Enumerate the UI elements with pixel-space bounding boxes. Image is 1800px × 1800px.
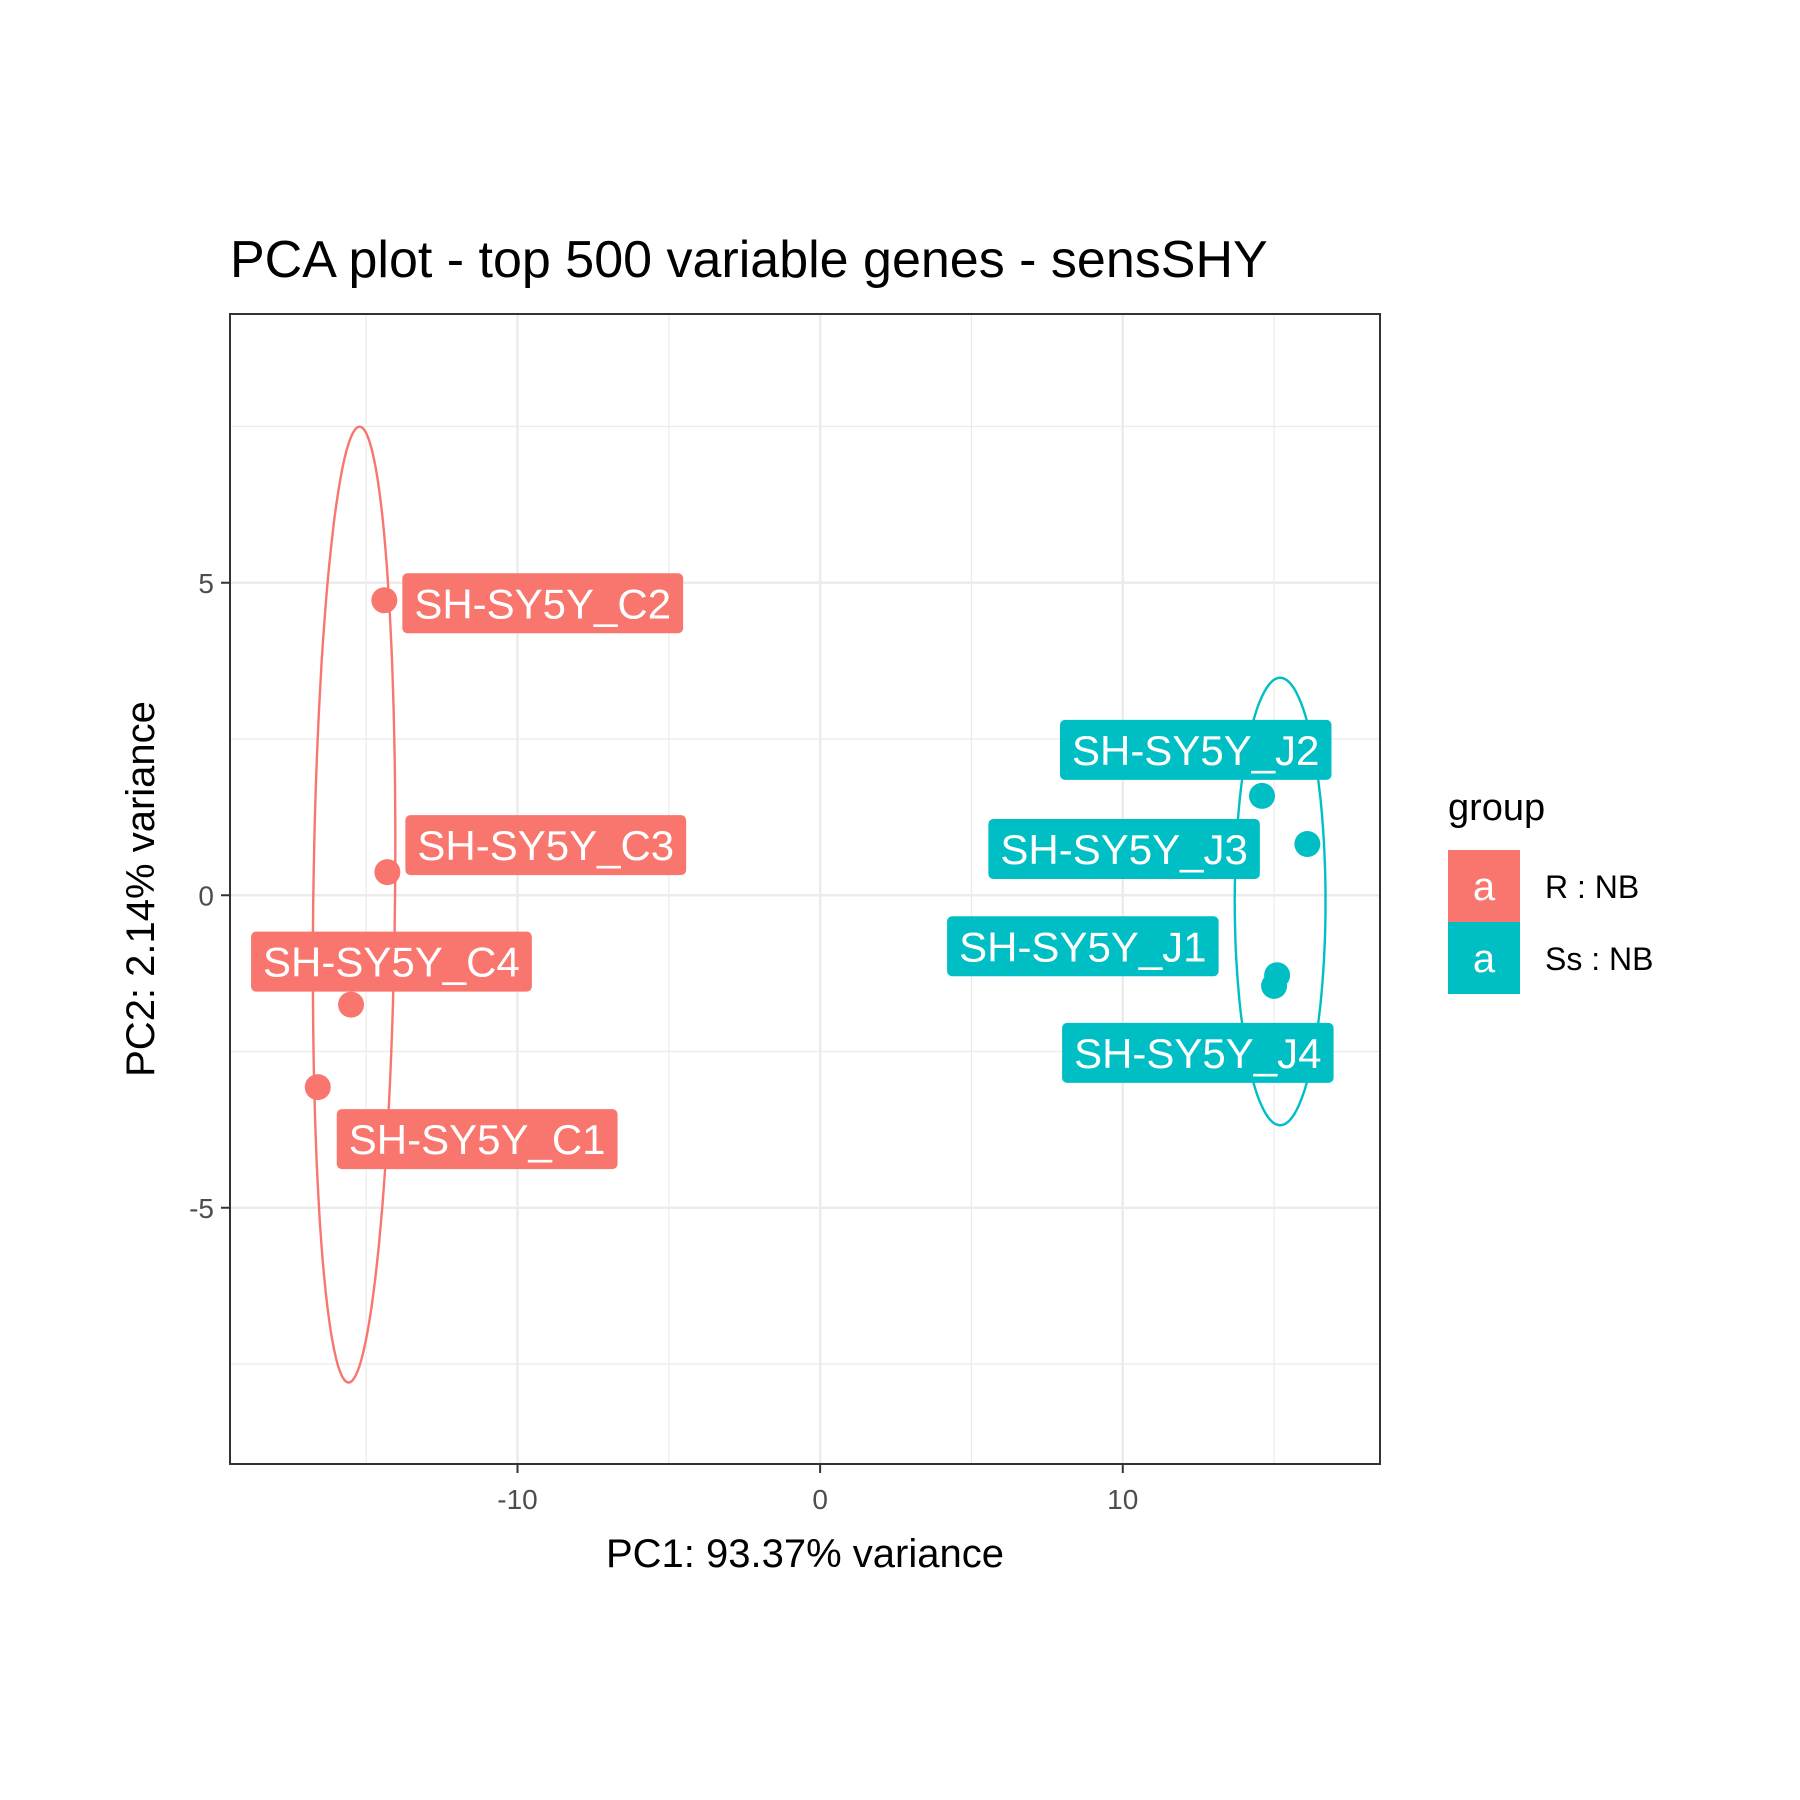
data-points: [304, 587, 1321, 1101]
point-label-sh-sy5y_c4: SH-SY5Y_C4: [251, 931, 532, 992]
legend-item-ss-nb: a Ss : NB: [1448, 922, 1653, 994]
data-point-sh-sy5y_c3: [374, 859, 401, 886]
y-tick-label: 5: [198, 568, 214, 599]
point-label-sh-sy5y_j2: SH-SY5Y_J2: [1059, 719, 1332, 780]
data-point-sh-sy5y_c2: [371, 587, 398, 614]
point-label-text: SH-SY5Y_J1: [959, 923, 1206, 970]
point-label-text: SH-SY5Y_C3: [417, 822, 674, 869]
legend-item-r-nb: a R : NB: [1448, 850, 1639, 922]
point-label-text: SH-SY5Y_C1: [349, 1116, 606, 1163]
point-label-text: SH-SY5Y_J4: [1074, 1030, 1321, 1077]
point-label-sh-sy5y_c1: SH-SY5Y_C1: [336, 1109, 618, 1170]
data-point-sh-sy5y_c4: [338, 991, 365, 1018]
confidence-ellipse-ss-nb: [1233, 676, 1327, 1127]
y-tick-label: -5: [189, 1193, 214, 1224]
panel-background: [230, 314, 1380, 1464]
panel: SH-SY5Y_C2 SH-SY5Y_C3 SH-SY5Y_C4 SH-SY5Y_C1…: [229, 313, 1381, 1465]
point-labels: SH-SY5Y_C2 SH-SY5Y_C3 SH-SY5Y_C4 SH-SY5Y_C1…: [251, 573, 1334, 1170]
legend-title: group: [1448, 787, 1545, 829]
point-label-sh-sy5y_j3: SH-SY5Y_J3: [988, 819, 1260, 879]
point-label-box: [251, 931, 532, 992]
legend-key-glyph: a: [1473, 937, 1496, 981]
confidence-ellipse-r-nb: [311, 425, 397, 1384]
point-label-sh-sy5y_j4: SH-SY5Y_J4: [1062, 1022, 1334, 1083]
data-point-sh-sy5y_j3: [1294, 831, 1321, 857]
legend-label-r-nb: R : NB: [1545, 869, 1639, 905]
point-label-text: SH-SY5Y_J3: [1000, 826, 1247, 873]
point-label-box: [405, 815, 687, 876]
x-axis: -10 0 10: [497, 1464, 1138, 1515]
point-label-box: [402, 573, 684, 634]
chart-title: PCA plot - top 500 variable genes - sens…: [230, 231, 1268, 289]
point-label-box: [947, 916, 1219, 977]
legend-label-ss-nb: Ss : NB: [1545, 941, 1653, 977]
x-tick-label: 10: [1107, 1484, 1138, 1515]
point-label-text: SH-SY5Y_C2: [414, 580, 671, 627]
point-label-box: [1059, 719, 1332, 780]
point-label-box: [1062, 1022, 1334, 1083]
legend-key-glyph: a: [1473, 865, 1496, 909]
legend: group a R : NB a Ss : NB: [1448, 787, 1653, 994]
point-label-text: SH-SY5Y_J2: [1072, 727, 1319, 774]
y-tick-label: 0: [198, 880, 214, 911]
data-point-sh-sy5y_c1: [304, 1074, 331, 1101]
legend-key-r-nb: [1448, 850, 1520, 922]
point-label-sh-sy5y_c3: SH-SY5Y_C3: [405, 815, 687, 876]
x-tick-label: 0: [812, 1484, 828, 1515]
confidence-ellipses: [311, 425, 1327, 1384]
x-tick-label: -10: [497, 1484, 537, 1515]
point-label-sh-sy5y_c2: SH-SY5Y_C2: [402, 573, 684, 634]
legend-key-ss-nb: [1448, 922, 1520, 994]
point-label-sh-sy5y_j1: SH-SY5Y_J1: [947, 916, 1219, 977]
data-point-sh-sy5y_j4: [1261, 972, 1288, 999]
x-axis-title: PC1: 93.37% variance: [606, 1532, 1004, 1576]
point-label-box: [988, 819, 1260, 879]
data-point-sh-sy5y_j2: [1248, 782, 1275, 809]
point-label-box: [336, 1109, 618, 1170]
y-axis: -5 0 5: [189, 568, 230, 1224]
panel-border: [229, 313, 1381, 1465]
y-axis-title: PC2: 2.14% variance: [119, 701, 163, 1077]
point-label-text: SH-SY5Y_C4: [263, 939, 520, 986]
minor-gridlines: [230, 314, 1380, 1464]
